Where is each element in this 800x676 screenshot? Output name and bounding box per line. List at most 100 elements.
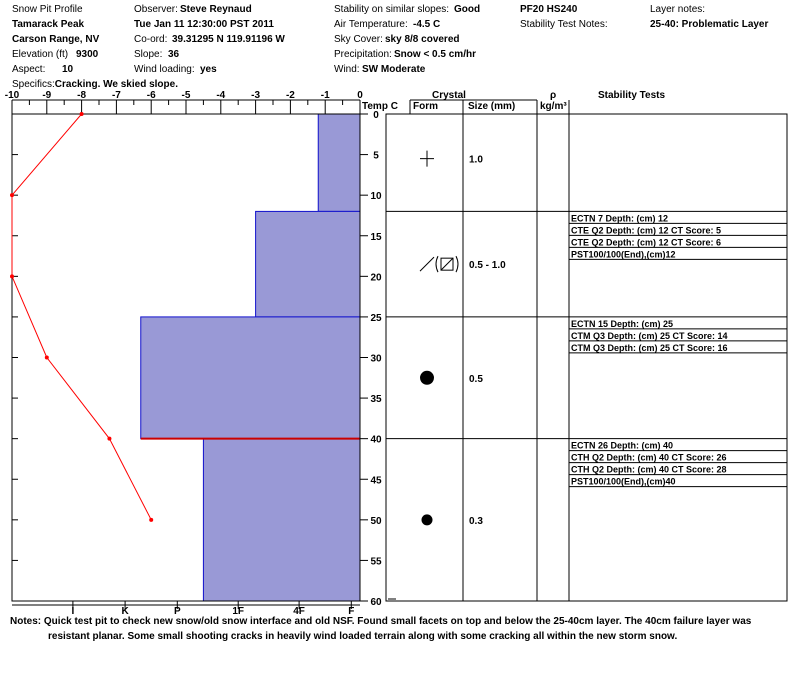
rho-header: ρ xyxy=(550,90,557,101)
observer-value: Steve Reynaud xyxy=(180,4,252,15)
crystal-size: 0.5 xyxy=(469,374,483,385)
location: Tamarack Peak xyxy=(12,19,85,30)
depth-tick-label: 50 xyxy=(370,516,382,527)
stability-test-line: ECTN 26 Depth: (cm) 40 xyxy=(571,441,673,451)
hardness-tick-label: P xyxy=(174,606,181,617)
crystal-header: Crystal xyxy=(432,90,466,101)
precip-value: Snow < 0.5 cm/hr xyxy=(394,49,476,60)
profile-title: Snow Pit Profile xyxy=(12,4,83,15)
wind-loading-label: Wind loading: xyxy=(134,64,195,75)
crystal-form-facet-paren xyxy=(435,255,439,273)
range: Carson Range, NV xyxy=(12,34,100,45)
hardness-tick-label: 1F xyxy=(232,606,244,617)
depth-tick-label: 20 xyxy=(370,272,382,283)
slope-label: Slope: xyxy=(134,49,163,60)
coord-label: Co-ord: xyxy=(134,34,168,45)
depth-tick-label: 60 xyxy=(370,597,382,608)
wind-label: Wind: xyxy=(334,64,360,75)
crystal-form-facet-paren xyxy=(455,255,459,273)
temp-profile-point xyxy=(10,193,14,198)
stability-test-line: ECTN 7 Depth: (cm) 12 xyxy=(571,213,668,223)
depth-tick-label: 45 xyxy=(370,475,382,486)
observer-label: Observer: xyxy=(134,4,178,15)
wind-loading-value: yes xyxy=(200,64,217,75)
form-header: Form xyxy=(413,101,438,112)
crystal-form-facet-square xyxy=(440,257,454,271)
temp-profile-point xyxy=(79,112,84,116)
hardness-tick-label: 4F xyxy=(293,606,305,617)
coord-value: 39.31295 N 119.91196 W xyxy=(172,34,285,45)
stability-test-line: CTH Q2 Depth: (cm) 40 CT Score: 26 xyxy=(571,453,727,463)
temp-profile-point xyxy=(149,517,154,522)
hardness-tick-label: F xyxy=(348,606,354,617)
depth-tick-label: 0 xyxy=(373,110,379,121)
layer-notes-value: 25-40: Problematic Layer xyxy=(650,19,769,30)
crystal-form-facet-slash xyxy=(419,256,435,272)
stability-label: Stability on similar slopes: xyxy=(334,4,450,15)
hardness-layer-1 xyxy=(317,113,361,212)
temp-tick-label: -7 xyxy=(112,90,121,101)
sky-label: Sky Cover: xyxy=(334,34,383,45)
temp-profile-point xyxy=(10,274,14,279)
notes-line-2: resistant planar. Some small shooting cr… xyxy=(48,631,678,642)
depth-tick-label: 10 xyxy=(370,191,382,202)
temp-profile-line xyxy=(11,113,152,521)
hardness-layer-2 xyxy=(255,210,361,318)
hardness-tick-label: I xyxy=(72,606,75,617)
specifics-value: Cracking. We skied slope. xyxy=(54,79,178,90)
crystal-table: 1.0 0.5 - 1.0 0.5 0.3 ECTN 7 Depth: (cm) 12 C… xyxy=(385,99,788,602)
slope-value: 36 xyxy=(168,49,180,60)
hardness-tick-label: K xyxy=(121,606,129,617)
stability-test-line: CTH Q2 Depth: (cm) 40 CT Score: 28 xyxy=(571,465,727,475)
wind-value: SW Moderate xyxy=(362,64,426,75)
notes: Notes: Quick test pit to check new snow/… xyxy=(10,614,780,644)
temp-tick-label: -1 xyxy=(321,90,330,101)
temp-tick-label: -5 xyxy=(182,90,191,101)
temp-tick-label: -10 xyxy=(5,90,20,101)
sky-value: sky 8/8 covered xyxy=(385,34,460,45)
temp-profile-point xyxy=(107,436,112,441)
depth-tick-label: 30 xyxy=(370,354,382,365)
crystal-form-facet-diag xyxy=(440,257,454,271)
depth-tick-label: 5 xyxy=(373,151,379,162)
crystal-size: 0.5 - 1.0 xyxy=(469,260,506,271)
temp-header: Temp C xyxy=(362,101,398,112)
crystal-size: 0.3 xyxy=(469,516,483,527)
stability-test-line: CTM Q3 Depth: (cm) 25 CT Score: 16 xyxy=(571,343,728,353)
hardness-layers xyxy=(140,113,361,602)
table-frame xyxy=(385,113,788,602)
temp-tick-label: -4 xyxy=(216,90,225,101)
crystal-form-round xyxy=(420,370,434,385)
stability-test-line: CTM Q3 Depth: (cm) 25 CT Score: 14 xyxy=(571,331,728,341)
elevation-label: Elevation (ft) xyxy=(12,49,69,60)
depth-tick-label: 35 xyxy=(370,394,382,405)
temp-tick-label: -3 xyxy=(251,90,260,101)
temp-tick-label: 0 xyxy=(357,90,363,101)
aspect-value: 10 xyxy=(62,64,74,75)
specifics-label: Specifics: xyxy=(12,79,55,90)
specifics-row: Specifics:Cracking. We skied slope. xyxy=(12,79,178,91)
hardness-layer-4 xyxy=(202,438,361,602)
depth-tick-label: 25 xyxy=(370,313,382,324)
precip-label: Precipitation: xyxy=(334,49,392,60)
crystal-form-round xyxy=(421,514,433,526)
air-temp-value: -4.5 C xyxy=(413,19,441,30)
air-temp-label: Air Temperature: xyxy=(334,19,408,30)
depth-tick-label: 55 xyxy=(370,556,382,567)
elevation-value: 9300 xyxy=(76,49,99,60)
stability-test-line: PST100/100(End),(cm)40 xyxy=(571,477,676,487)
temp-profile-point xyxy=(44,355,49,360)
temp-tick-label: -6 xyxy=(147,90,156,101)
notes-label: Notes: xyxy=(10,616,42,627)
size-header: Size (mm) xyxy=(468,101,516,112)
crystal-size: 1.0 xyxy=(469,155,483,166)
hardness-layer-3 xyxy=(140,316,361,440)
layer-notes-label: Layer notes: xyxy=(650,4,706,15)
depth-tick-label: 40 xyxy=(370,435,382,446)
stability-tests-header: Stability Tests xyxy=(598,90,666,101)
temp-tick-label: -2 xyxy=(286,90,295,101)
stability-test-line: PST100/100(End),(cm)12 xyxy=(571,249,676,259)
temp-tick-label: -9 xyxy=(42,90,51,101)
notes-line-1: Quick test pit to check new snow/old sno… xyxy=(43,616,752,627)
